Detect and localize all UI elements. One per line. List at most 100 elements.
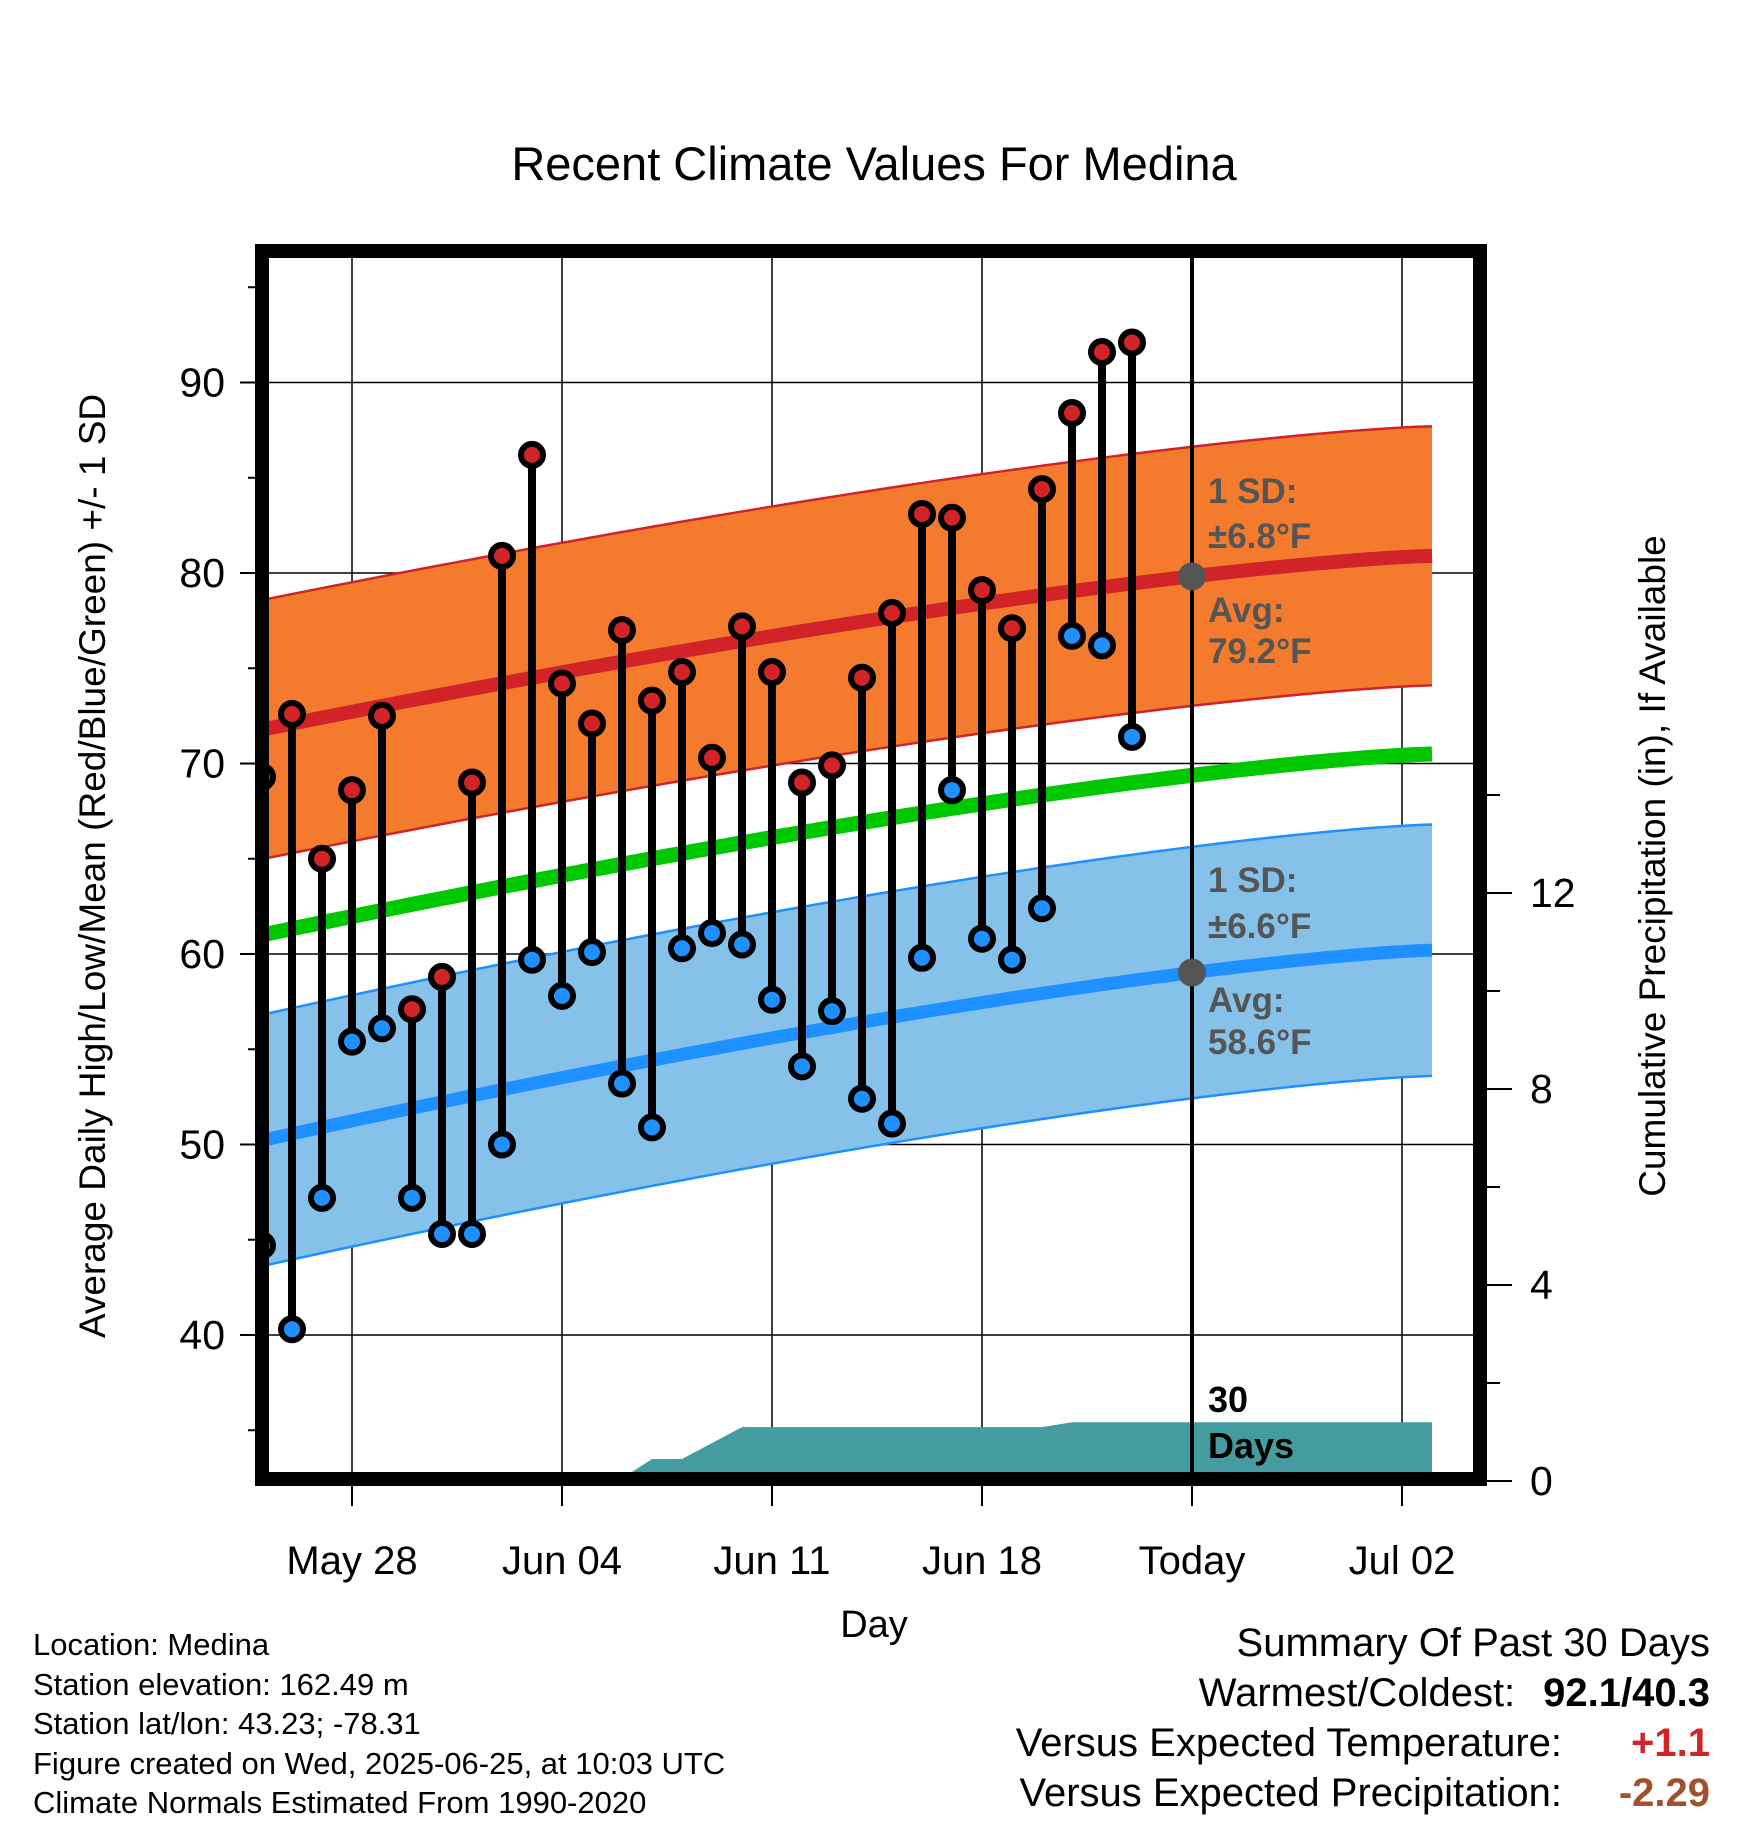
- latlon-text: Station lat/lon: 43.23; -78.31: [33, 1706, 421, 1741]
- high-sd-upper-line: [262, 425, 1433, 602]
- obs-low-point: [758, 985, 786, 1014]
- obs-high-point: [968, 576, 996, 605]
- obs-high-point: [608, 616, 636, 645]
- low-avg-label: Avg:: [1208, 981, 1284, 1020]
- high-sd-label: 1 SD:: [1208, 472, 1297, 511]
- chart-title: Recent Climate Values For Medina: [511, 137, 1237, 190]
- obs-low-point: [338, 1027, 366, 1056]
- normal-bands: [262, 425, 1433, 1268]
- x-tick-label: May 28: [286, 1539, 417, 1583]
- y-axis-label-right: Cumulative Precipitation (in), If Availa…: [1632, 535, 1673, 1197]
- obs-low-point: [668, 934, 696, 963]
- obs-high-point: [488, 541, 516, 570]
- low-avg-value: 58.6°F: [1208, 1023, 1312, 1062]
- summary-panel: Summary Of Past 30 Days Warmest/Coldest:…: [1016, 1618, 1710, 1818]
- obs-low-point: [878, 1109, 906, 1138]
- obs-low-point: [998, 945, 1026, 974]
- obs-low-point: [1058, 621, 1086, 650]
- precip-versus-label: Versus Expected Precipitation:: [1019, 1771, 1562, 1815]
- summary-temperature: Versus Expected Temperature: +1.1: [1016, 1718, 1710, 1768]
- y-left-tick-label: 40: [179, 1312, 225, 1358]
- obs-low-point: [848, 1084, 876, 1113]
- obs-high-point: [458, 768, 486, 797]
- axes: 40 50 60 70 80 90 0 4 8 12 May 28 Jun 04 Jun 11 Jun 1…: [179, 286, 1576, 1583]
- high-sd-band: [262, 426, 1432, 860]
- x-tick-label: Jun 11: [713, 1539, 830, 1583]
- today-avg-high-marker: [1178, 562, 1206, 591]
- obs-high-point: [878, 599, 906, 628]
- obs-high-point: [518, 440, 546, 469]
- x-tick-label: Jul 02: [1349, 1539, 1456, 1583]
- obs-low-point: [488, 1130, 516, 1159]
- precipitation-area: [557, 1422, 1432, 1479]
- low-sd-label: 1 SD:: [1208, 861, 1297, 900]
- obs-low-point: [1118, 722, 1146, 751]
- obs-low-point: [1088, 631, 1116, 660]
- y-left-tick-label: 60: [179, 931, 225, 977]
- summary-heading: Summary Of Past 30 Days: [1236, 1621, 1710, 1665]
- obs-low-point: [1028, 894, 1056, 923]
- obs-high-point: [938, 503, 966, 532]
- obs-low-point: [368, 1014, 396, 1043]
- observations: [262, 328, 1146, 1344]
- summary-warmest-coldest: Warmest/Coldest: 92.1/40.3: [1016, 1668, 1710, 1718]
- temp-versus-value: +1.1: [1631, 1721, 1710, 1765]
- station-info: Location: Medina Station elevation: 162.…: [33, 1625, 725, 1823]
- y-axis-label-left: Average Daily High/Low/Mean (Red/Blue/Gr…: [72, 394, 113, 1338]
- obs-high-point: [308, 844, 336, 873]
- low-sd-lower-line: [262, 1074, 1433, 1268]
- y-right-tick-label: 12: [1530, 870, 1576, 916]
- y-right-tick-label: 8: [1530, 1066, 1553, 1112]
- obs-low-point: [698, 919, 726, 948]
- y-right-tick-label: 0: [1530, 1458, 1553, 1504]
- normal-high-line: [262, 548, 1433, 737]
- obs-low-point: [728, 930, 756, 959]
- x-axis-label: Day: [840, 1604, 908, 1646]
- obs-high-point: [998, 614, 1026, 643]
- summary-precipitation: Versus Expected Precipitation: -2.29: [1016, 1768, 1710, 1818]
- obs-low-point: [578, 938, 606, 967]
- obs-high-point: [758, 658, 786, 687]
- obs-high-point: [848, 663, 876, 692]
- obs-high-point: [638, 686, 666, 715]
- high-sd-value: ±6.8°F: [1208, 517, 1311, 556]
- precip-cumulative-area: [557, 1422, 1432, 1479]
- days-label-line2: Days: [1208, 1425, 1294, 1466]
- days-label-line1: 30: [1208, 1379, 1248, 1420]
- low-sd-band: [262, 824, 1432, 1267]
- obs-high-point: [668, 658, 696, 687]
- obs-high-point: [908, 499, 936, 528]
- y-left-tick-label: 70: [179, 741, 225, 787]
- warmest-coldest-label: Warmest/Coldest:: [1198, 1671, 1516, 1715]
- x-tick-label: Today: [1139, 1539, 1246, 1583]
- obs-high-point: [398, 995, 426, 1024]
- temp-versus-label: Versus Expected Temperature:: [1015, 1721, 1562, 1765]
- today-avg-low-marker: [1178, 958, 1206, 987]
- obs-high-point: [428, 962, 456, 991]
- y-left-tick-label: 80: [179, 550, 225, 596]
- obs-high-point: [578, 709, 606, 738]
- obs-high-point: [1028, 475, 1056, 504]
- x-tick-label: Jun 18: [922, 1539, 1042, 1583]
- obs-high-point: [698, 743, 726, 772]
- y-left-tick-label: 50: [179, 1122, 225, 1168]
- obs-low-point: [788, 1052, 816, 1081]
- elevation-text: Station elevation: 162.49 m: [33, 1666, 409, 1702]
- obs-low-point: [308, 1183, 336, 1212]
- created-text: Figure created on Wed, 2025-06-25, at 10…: [33, 1745, 726, 1781]
- obs-low-point: [458, 1220, 486, 1249]
- obs-high-point: [728, 612, 756, 641]
- obs-low-point: [398, 1183, 426, 1212]
- plot-frame-right-thick: [1473, 244, 1487, 1486]
- obs-high-point: [368, 701, 396, 730]
- normal-low-line: [262, 943, 1433, 1148]
- y-left-tick-label: 90: [179, 360, 225, 406]
- obs-high-point: [788, 768, 816, 797]
- x-tick-label: Jun 04: [502, 1539, 622, 1583]
- obs-high-point: [548, 669, 576, 698]
- obs-low-point: [548, 981, 576, 1010]
- high-avg-value: 79.2°F: [1208, 632, 1312, 671]
- warmest-coldest-value: 92.1/40.3: [1543, 1671, 1710, 1715]
